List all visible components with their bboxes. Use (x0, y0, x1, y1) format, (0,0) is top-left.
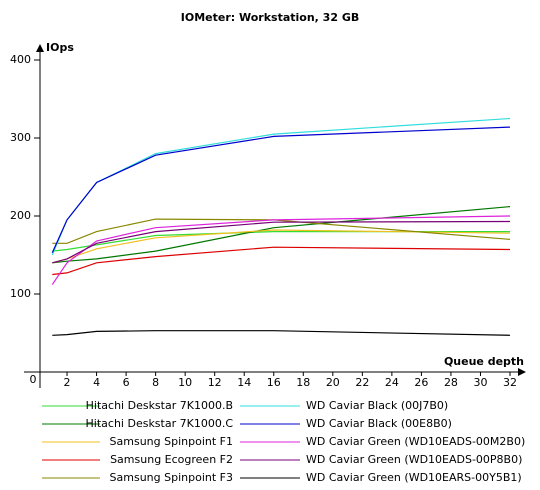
legend-label: WD Caviar Green (WD10EARS-00Y5B1) (306, 471, 522, 484)
y-axis-arrow (36, 44, 44, 52)
x-tick-label: 10 (178, 376, 192, 389)
x-tick-label: 4 (93, 376, 100, 389)
x-tick-label: 6 (123, 376, 130, 389)
series-line (52, 220, 511, 264)
legend-label: WD Caviar Black (00E8B0) (306, 417, 452, 430)
legend-label: Samsung Spinpoint F3 (110, 471, 233, 484)
legend-label: Hitachi Deskstar 7K1000.C (86, 417, 234, 430)
x-axis-arrow (518, 368, 526, 376)
x-tick-label: 8 (152, 376, 159, 389)
x-tick-label: 12 (208, 376, 222, 389)
y-axis-label: IOps (46, 41, 74, 54)
series-line (52, 218, 511, 244)
y-tick-label: 0 (30, 373, 37, 386)
legend-label: WD Caviar Green (WD10EADS-00P8B0) (306, 453, 522, 466)
series-line (52, 330, 511, 336)
x-tick-label: 30 (473, 376, 487, 389)
y-tick-label: 400 (10, 53, 31, 66)
legend-label: Samsung Ecogreen F2 (110, 453, 233, 466)
x-tick-label: 24 (385, 376, 399, 389)
legend-label: Samsung Spinpoint F1 (110, 435, 233, 448)
chart-title: IOMeter: Workstation, 32 GB (181, 11, 359, 24)
series-line (52, 246, 511, 276)
y-tick-label: 300 (10, 131, 31, 144)
legend-label: WD Caviar Black (00J7B0) (306, 399, 448, 412)
series-line (52, 206, 511, 264)
x-tick-label: 14 (237, 376, 251, 389)
y-tick-label: 200 (10, 209, 31, 222)
x-axis-label: Queue depth (444, 355, 524, 368)
legend-label: WD Caviar Green (WD10EADS-00M2B0) (306, 435, 525, 448)
x-tick-label: 2 (64, 376, 71, 389)
series-line (51, 126, 511, 253)
series-line (52, 231, 510, 252)
x-tick-label: 20 (326, 376, 340, 389)
y-tick-label: 100 (10, 287, 31, 300)
legend-label: Hitachi Deskstar 7K1000.B (86, 399, 233, 412)
series-line (51, 117, 511, 256)
series-line (51, 215, 511, 285)
x-tick-label: 32 (503, 376, 517, 389)
x-tick-label: 22 (355, 376, 369, 389)
x-tick-label: 18 (296, 376, 310, 389)
x-tick-label: 26 (414, 376, 428, 389)
x-tick-label: 28 (444, 376, 458, 389)
x-tick-label: 16 (267, 376, 281, 389)
